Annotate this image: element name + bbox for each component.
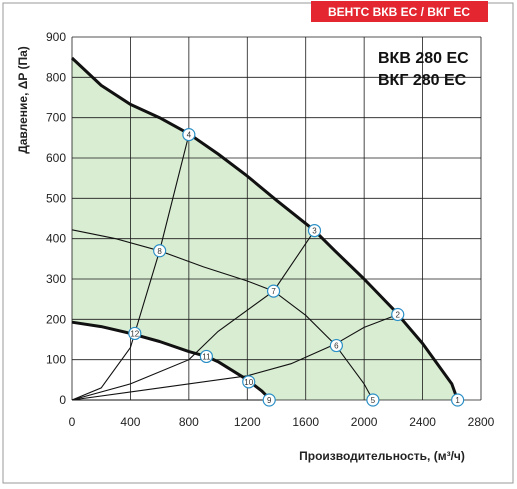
- point-label: 11: [202, 352, 211, 361]
- point-marker: [182, 128, 196, 142]
- point-label: 8: [157, 247, 162, 256]
- fan-curves: [70, 56, 460, 402]
- point-marker: [451, 393, 465, 407]
- operating-point: 8: [153, 244, 167, 258]
- operating-point: 11: [199, 349, 213, 364]
- chart-frame: [2, 2, 514, 484]
- operating-point: 12: [128, 326, 142, 341]
- point-marker: [266, 284, 281, 298]
- x-tick-label: 800: [179, 415, 199, 429]
- x-tick-label: 2400: [409, 415, 436, 429]
- y-tick-label: 800: [46, 70, 66, 84]
- y-tick-label: 0: [59, 393, 66, 407]
- point-label: 7: [271, 287, 276, 296]
- header-badge: [311, 1, 488, 22]
- x-tick-label: 1600: [292, 415, 319, 429]
- point-label: 9: [267, 396, 272, 405]
- point-marker: [242, 375, 256, 389]
- point-label: 12: [130, 329, 139, 338]
- y-tick-label: 100: [46, 353, 66, 367]
- y-tick-label: 600: [46, 151, 66, 165]
- point-marker: [153, 244, 167, 258]
- point-marker: [391, 307, 405, 322]
- system-curve: [71, 229, 374, 401]
- operating-point: 9: [262, 393, 276, 407]
- y-tick-label: 700: [46, 111, 66, 125]
- model-label-vkv: ВКВ 280 ЕС: [378, 50, 469, 67]
- point-label: 10: [244, 378, 253, 387]
- point-marker: [329, 338, 343, 353]
- system-curve: [71, 134, 190, 401]
- y-tick-label: 500: [46, 191, 66, 205]
- point-marker: [262, 393, 276, 407]
- tick-labels: 0 400 800 1200 1600 2000 2400 28000100200300400…: [46, 30, 495, 429]
- y-axis-title: Давление, ΔP (Па): [16, 46, 30, 154]
- operating-point: 3: [307, 224, 322, 238]
- model-label-vkg: ВКГ 280 ЕС: [378, 72, 467, 89]
- operating-region-fill: [72, 58, 458, 400]
- operating-point: 6: [329, 338, 343, 353]
- operating-point: 10: [242, 375, 256, 389]
- operating-point: 7: [266, 284, 281, 298]
- point-marker: [128, 326, 142, 341]
- operating-point: 5: [366, 393, 380, 407]
- x-tick-label: 2000: [351, 415, 378, 429]
- point-marker: [307, 224, 322, 238]
- point-label: 4: [187, 131, 192, 140]
- x-tick-label: 400: [120, 415, 140, 429]
- point-label: 1: [455, 396, 460, 405]
- system-curve: [71, 230, 315, 401]
- point-marker: [366, 393, 380, 407]
- system-curves: [71, 134, 398, 401]
- operating-region: [72, 58, 458, 400]
- operating-point: 4: [182, 128, 196, 142]
- operating-point: 1: [451, 393, 465, 407]
- y-tick-label: 200: [46, 312, 66, 326]
- x-tick-label: 2800: [468, 415, 495, 429]
- y-tick-label: 900: [46, 30, 66, 44]
- fan-curve-max: [70, 56, 460, 401]
- system-curve: [71, 313, 398, 401]
- point-label: 2: [396, 310, 401, 319]
- point-marker: [199, 349, 213, 364]
- y-tick-label: 400: [46, 232, 66, 246]
- point-label: 5: [371, 396, 376, 405]
- y-tick-label: 300: [46, 272, 66, 286]
- operating-point: 2: [391, 307, 405, 322]
- x-tick-label: 1200: [234, 415, 261, 429]
- point-label: 3: [312, 227, 317, 236]
- x-tick-label: 0: [69, 415, 76, 429]
- x-axis-title: Производительность, (м³/ч): [299, 449, 465, 463]
- header-badge-text: ВЕНТС ВКВ ЕС / ВКГ ЕС: [328, 5, 470, 19]
- fan-curve-min: [71, 320, 272, 402]
- point-label: 6: [334, 342, 339, 351]
